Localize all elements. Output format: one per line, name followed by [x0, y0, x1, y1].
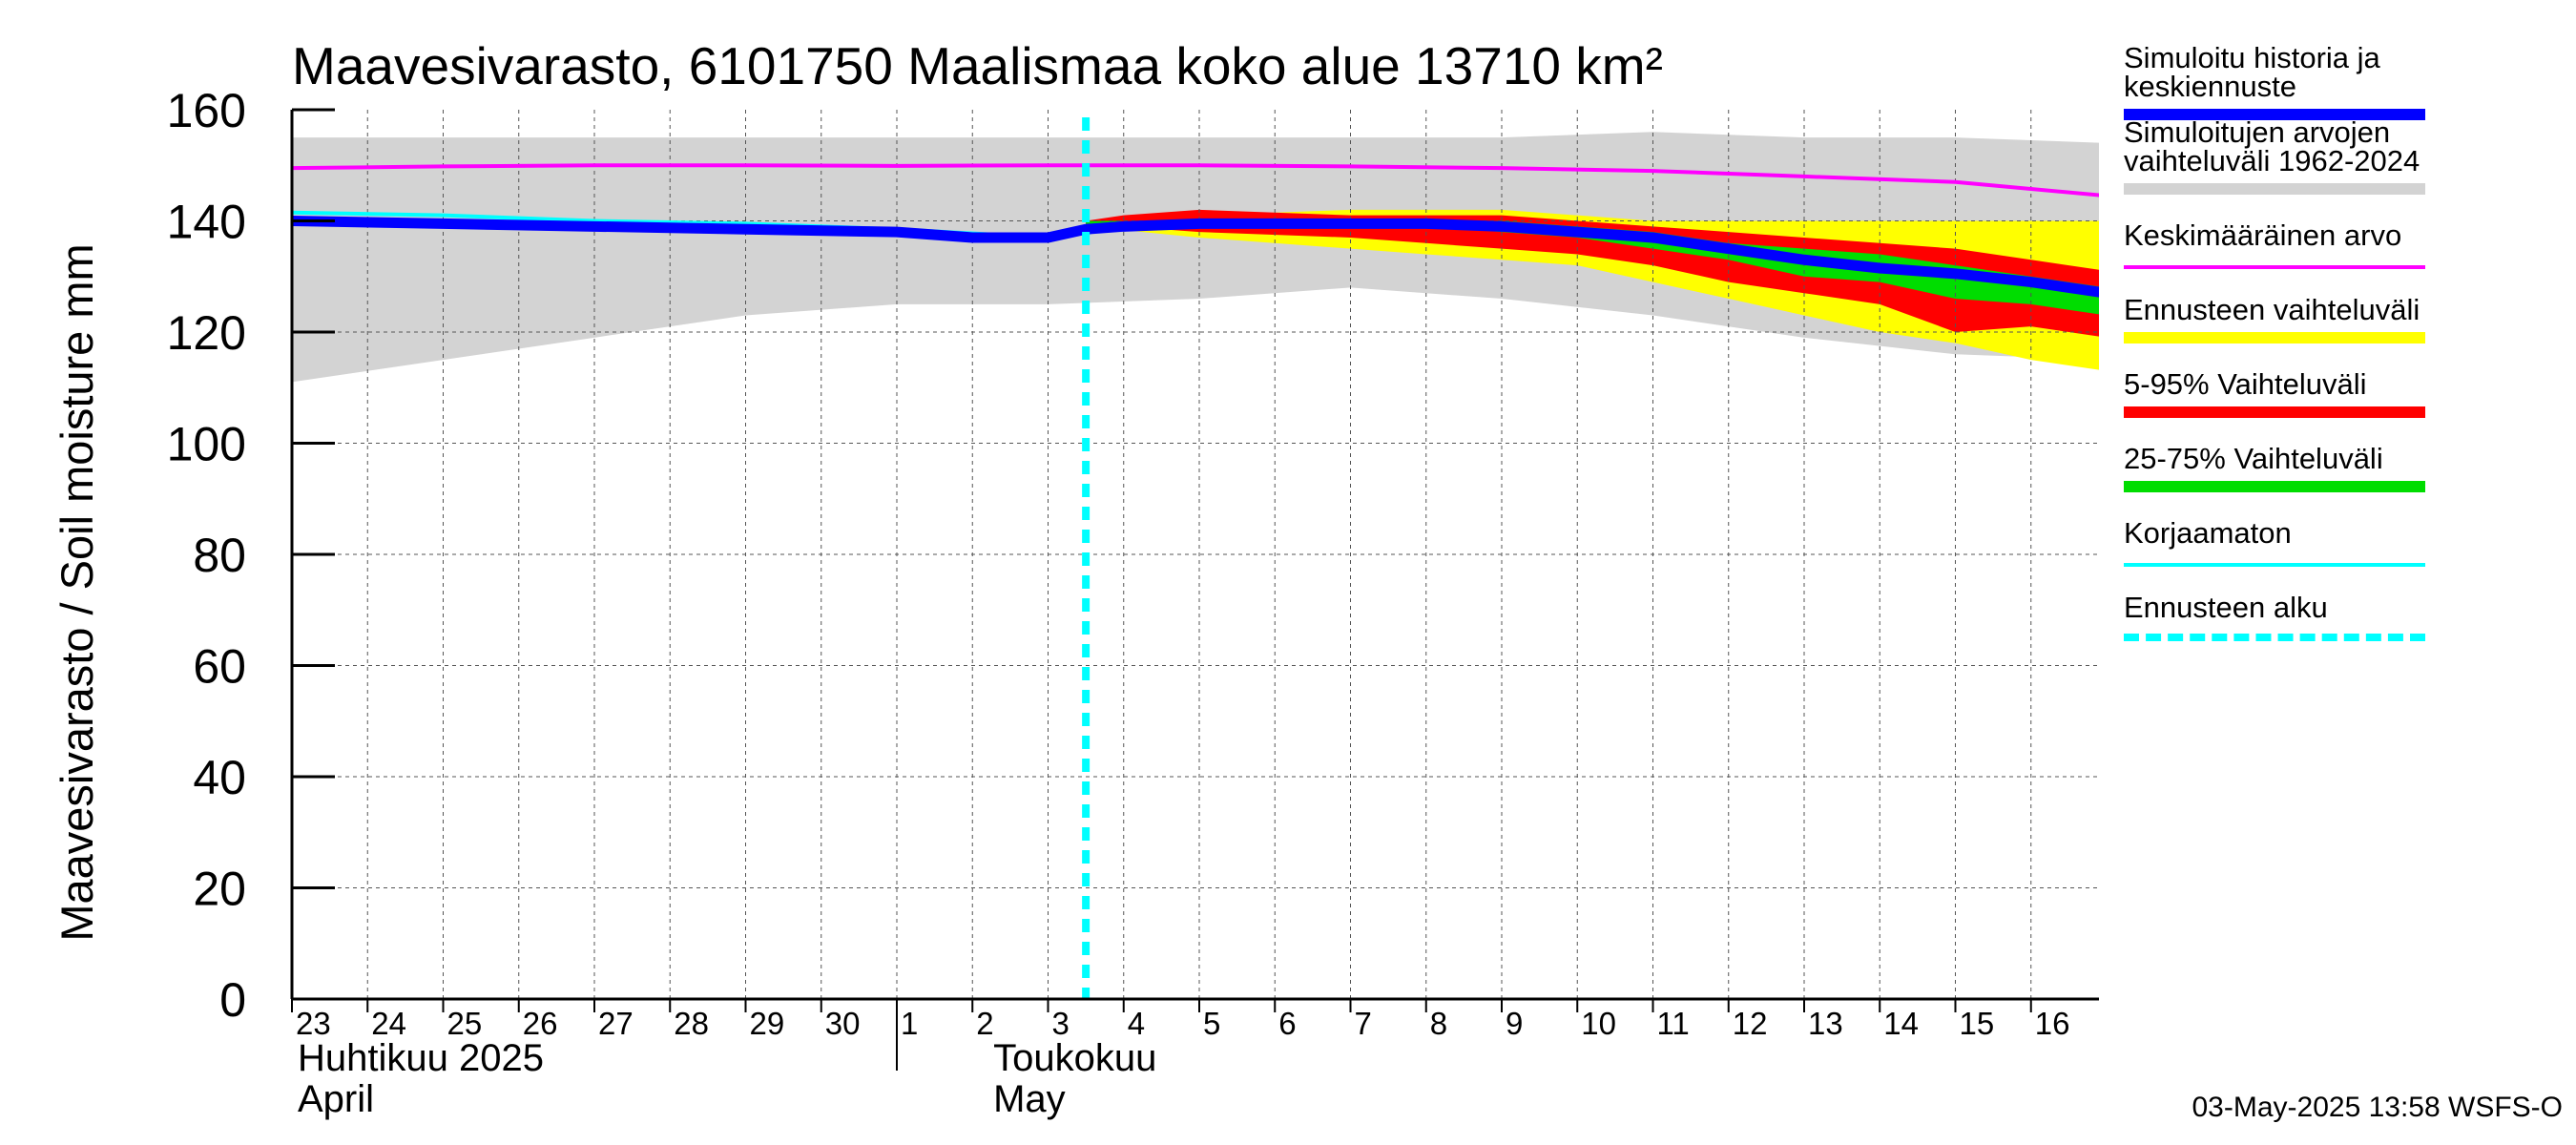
- legend-swatch: [2124, 265, 2425, 269]
- x-tick-label: 2: [976, 1006, 993, 1041]
- legend-item: Korjaamaton: [2124, 492, 2544, 567]
- x-tick-label: 15: [1960, 1006, 1995, 1041]
- y-tick-label: 80: [193, 529, 246, 582]
- legend-swatch: [2124, 183, 2425, 195]
- x-tick-label: 24: [371, 1006, 406, 1041]
- legend-item: Ennusteen alku: [2124, 567, 2544, 641]
- month-label-en: May: [993, 1078, 1066, 1120]
- x-tick-label: 10: [1581, 1006, 1616, 1041]
- legend-label: Korjaamaton: [2124, 516, 2292, 550]
- timestamp: 03-May-2025 13:58 WSFS-O: [2192, 1092, 2564, 1123]
- y-tick-label: 100: [167, 418, 246, 471]
- x-tick-label: 3: [1052, 1006, 1070, 1041]
- x-tick-label: 7: [1355, 1006, 1372, 1041]
- x-tick-label: 26: [523, 1006, 558, 1041]
- legend-label: Ennusteen vaihteluväli: [2124, 293, 2420, 326]
- x-tick-label: 11: [1657, 1006, 1690, 1041]
- x-tick-label: 6: [1278, 1006, 1296, 1041]
- legend-label: Ennusteen alku: [2124, 591, 2328, 624]
- x-tick-label: 14: [1883, 1006, 1919, 1041]
- y-tick-label: 160: [167, 84, 246, 137]
- legend-swatch: [2124, 406, 2425, 418]
- legend-item: Simuloitujen arvojen vaihteluväli 1962-2…: [2124, 115, 2544, 195]
- legend-label: 25-75% Vaihteluväli: [2124, 442, 2383, 475]
- x-tick-label: 23: [296, 1006, 331, 1041]
- band-simuloitujen-arvojen-vaihteluv-li-1962-2024: [292, 132, 2099, 383]
- legend-item: Ennusteen vaihteluväli: [2124, 269, 2544, 344]
- x-tick-label: 13: [1808, 1006, 1843, 1041]
- x-tick-label: 28: [674, 1006, 709, 1041]
- legend-swatch: [2124, 634, 2425, 641]
- legend-swatch: [2124, 563, 2425, 567]
- x-tick-label: 29: [750, 1006, 785, 1041]
- month-label: Huhtikuu 2025: [298, 1037, 544, 1079]
- x-tick-label: 16: [2035, 1006, 2070, 1041]
- legend-label: Simuloitu historia ja keskiennuste: [2124, 41, 2380, 103]
- y-tick-label: 20: [193, 863, 246, 916]
- legend-swatch: [2124, 332, 2425, 344]
- y-tick-label: 0: [219, 973, 246, 1027]
- y-tick-label: 60: [193, 640, 246, 694]
- month-label-en: April: [298, 1078, 374, 1120]
- series-keskim-r-inen-arvo: [291, 163, 2099, 198]
- legend-item: Simuloitu historia ja keskiennuste: [2124, 41, 2544, 120]
- legend-item: 5-95% Vaihteluväli: [2124, 344, 2544, 418]
- x-tick-label: 9: [1506, 1006, 1523, 1041]
- series-simuloitu-historia-ja-keskiennuste: [291, 216, 2099, 298]
- chart-title: Maavesivarasto, 6101750 Maalismaa koko a…: [292, 36, 1663, 95]
- x-tick-label: 27: [598, 1006, 634, 1041]
- y-tick-label: 120: [167, 306, 246, 360]
- legend-label: Simuloitujen arvojen vaihteluväli 1962-2…: [2124, 115, 2420, 177]
- legend-swatch: [2124, 481, 2425, 492]
- band-5-95-vaihteluv-li: [1086, 209, 2099, 337]
- legend-label: Keskimääräinen arvo: [2124, 219, 2402, 252]
- y-axis-label: Maavesivarasto / Soil moisture mm: [52, 243, 102, 941]
- x-tick-label: 25: [447, 1006, 483, 1041]
- x-tick-label: 1: [901, 1006, 918, 1041]
- legend: Simuloitu historia ja keskiennuste Simul…: [2124, 41, 2544, 641]
- month-label: Toukokuu: [993, 1037, 1156, 1079]
- x-tick-label: 12: [1733, 1006, 1768, 1041]
- legend-swatch: [2124, 109, 2425, 120]
- x-tick-label: 4: [1128, 1006, 1145, 1041]
- x-tick-label: 30: [825, 1006, 861, 1041]
- legend-item: 25-75% Vaihteluväli: [2124, 418, 2544, 492]
- x-tick-label: 5: [1203, 1006, 1220, 1041]
- y-tick-label: 40: [193, 751, 246, 804]
- legend-label: 5-95% Vaihteluväli: [2124, 367, 2367, 401]
- y-tick-label: 140: [167, 196, 246, 249]
- x-tick-label: 8: [1430, 1006, 1447, 1041]
- legend-item: Keskimääräinen arvo: [2124, 195, 2544, 269]
